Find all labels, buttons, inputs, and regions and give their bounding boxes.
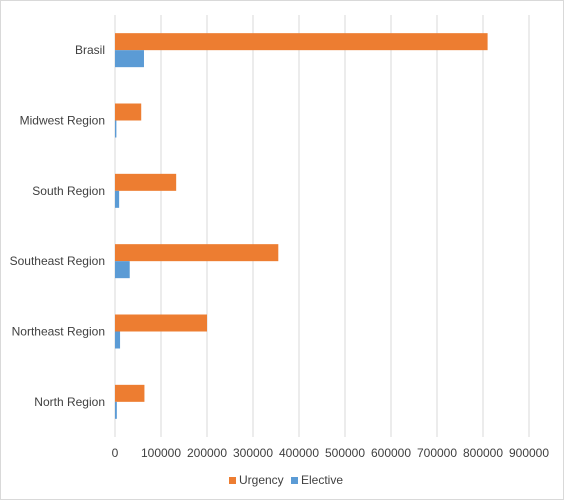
legend-swatch	[291, 477, 298, 484]
bar-elective	[115, 120, 117, 138]
bar-elective	[115, 261, 130, 279]
bar-elective	[115, 331, 121, 349]
x-tick-label: 200000	[187, 446, 227, 460]
category-label: Brasil	[75, 43, 105, 57]
x-tick-label: 300000	[233, 446, 273, 460]
bar-elective	[115, 50, 144, 68]
bar-urgency	[115, 384, 145, 402]
legend-label: Urgency	[239, 473, 284, 487]
bars	[115, 33, 488, 419]
bar-urgency	[115, 173, 177, 191]
legend-swatch	[229, 477, 236, 484]
category-labels: Brasil Midwest Region South Region Southeas…	[10, 43, 105, 409]
bar-elective	[115, 401, 117, 419]
x-tick-label: 900000	[509, 446, 549, 460]
x-tick-label: 0	[112, 446, 119, 460]
category-label: Northeast Region	[12, 325, 105, 339]
x-tick-label: 600000	[371, 446, 411, 460]
gridlines	[114, 15, 530, 437]
x-tick-label: 400000	[279, 446, 319, 460]
legend-label: Elective	[301, 473, 343, 487]
x-tick-label: 700000	[417, 446, 457, 460]
bar-urgency	[115, 103, 142, 121]
legend: Urgency Elective	[229, 473, 343, 487]
x-tick-label: 100000	[141, 446, 181, 460]
bar-urgency	[115, 244, 279, 262]
x-tick-label: 800000	[463, 446, 503, 460]
category-label: South Region	[32, 184, 105, 198]
bar-elective	[115, 190, 120, 208]
category-label: North Region	[34, 395, 105, 409]
category-label: Southeast Region	[10, 254, 105, 268]
x-tick-labels: 0 100000 200000 300000 400000 500000 600000 700…	[112, 446, 550, 460]
bar-urgency	[115, 33, 488, 51]
bar-urgency	[115, 314, 207, 332]
category-label: Midwest Region	[20, 114, 105, 128]
x-tick-label: 500000	[325, 446, 365, 460]
